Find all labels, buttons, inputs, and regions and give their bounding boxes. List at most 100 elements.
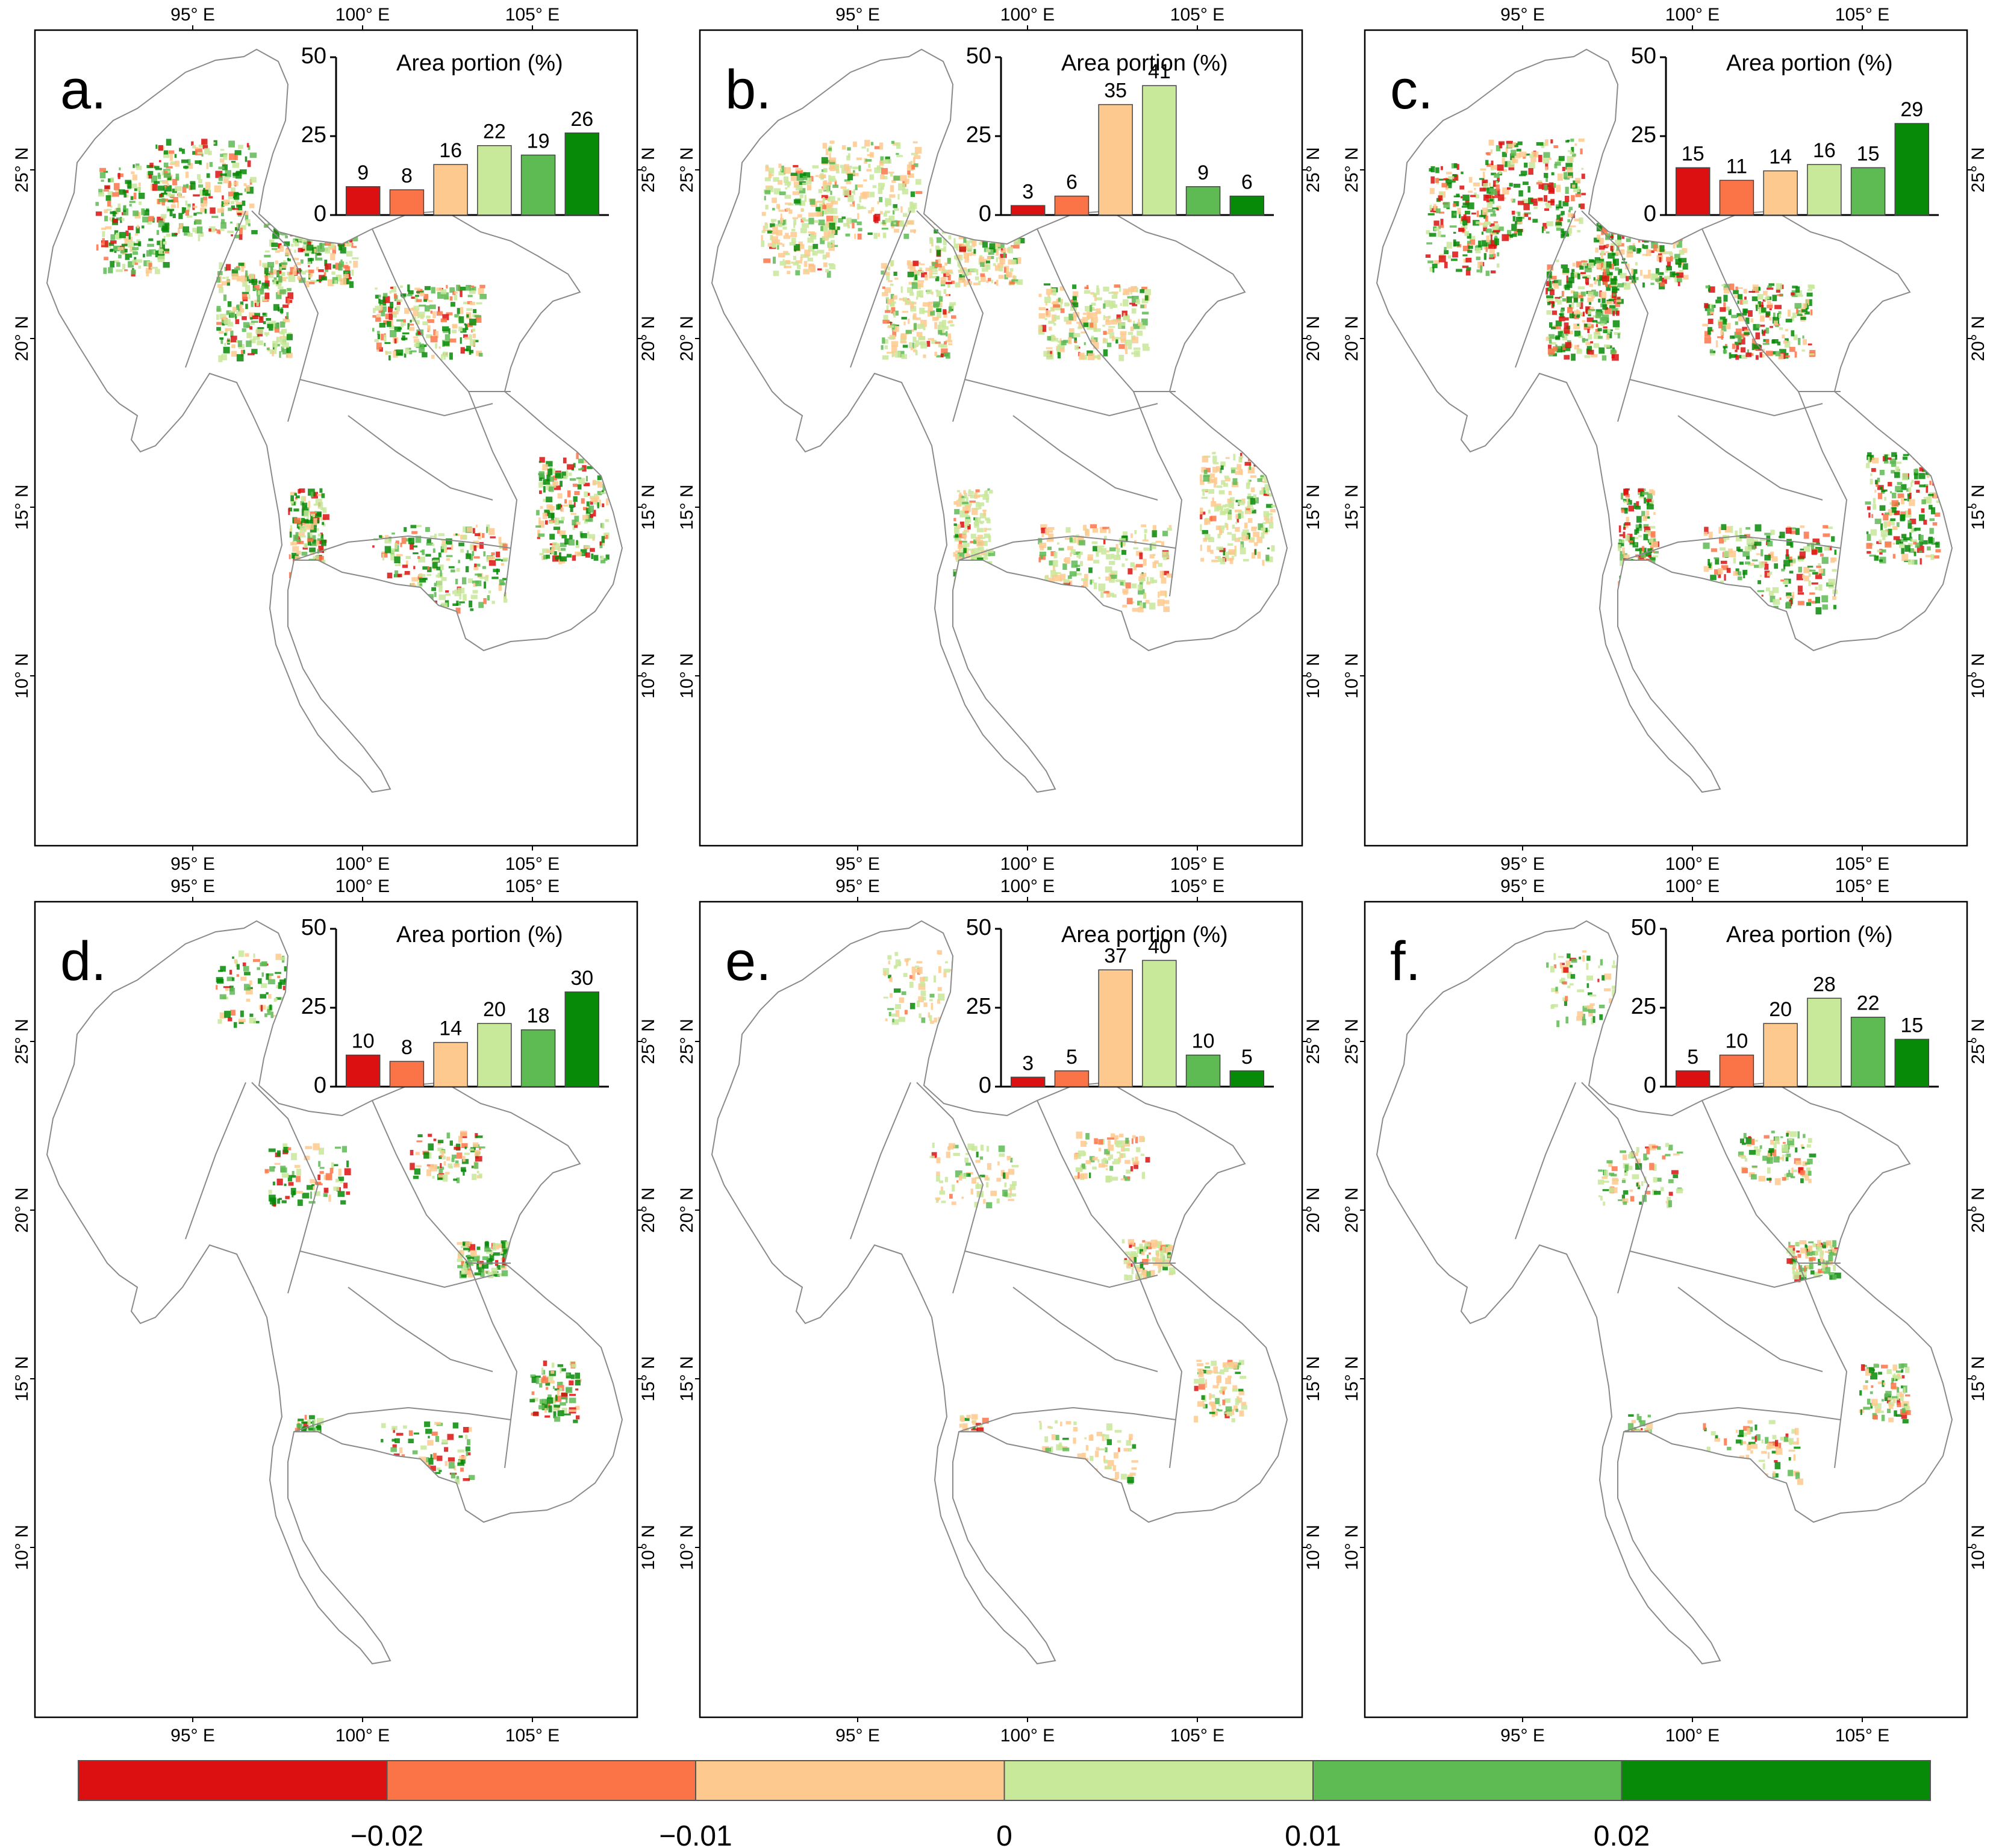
bar-value-label: 5: [1687, 1046, 1698, 1069]
y-tick-label: 0: [314, 1073, 326, 1098]
bar: [564, 133, 600, 216]
lon-tick-label-top: 100° E: [1665, 5, 1720, 25]
country-border: [293, 1406, 511, 1432]
country-border: [1629, 1250, 1823, 1288]
y-tick-label: 25: [301, 994, 326, 1019]
bar-value-label: 28: [1813, 973, 1836, 996]
bar: [1719, 1054, 1754, 1087]
bar-value-label: 15: [1900, 1014, 1923, 1037]
bar: [1098, 969, 1133, 1087]
lon-tick-label-top: 100° E: [335, 876, 390, 896]
colorbar: −0.02 −0.01 0 0.01 0.02: [78, 1760, 1931, 1848]
lat-tick-label-right: 10° N: [1968, 653, 1988, 698]
coastline: [1376, 920, 1953, 1665]
country-border: [185, 1082, 246, 1240]
bar-value-label: 19: [527, 130, 550, 152]
lon-tick-label-bottom: 100° E: [335, 854, 390, 874]
country-border: [1012, 415, 1158, 501]
lat-tick-label-right: 25° N: [638, 147, 658, 192]
lon-tick-label-top: 100° E: [335, 5, 390, 25]
y-tick-label: 0: [314, 201, 326, 226]
lon-tick-label-top: 105° E: [1835, 876, 1889, 896]
lat-tick-label-left: 10° N: [677, 1525, 697, 1570]
panel-frame: [34, 29, 638, 847]
lon-tick-label-top: 95° E: [835, 876, 880, 896]
bar-value-label: 10: [1726, 1030, 1748, 1053]
bar: [1054, 1070, 1090, 1087]
area-portion-inset: Area portion (%) 0 25 50 3 5 37 40 10 5: [966, 915, 1274, 1098]
lat-tick-label-right: 15° N: [1968, 484, 1988, 529]
panel-frame: [699, 901, 1303, 1718]
lat-tick-label-right: 15° N: [1968, 1356, 1988, 1401]
inset-title: Area portion (%): [396, 922, 563, 947]
lat-tick-label-left: 15° N: [677, 484, 697, 529]
bar: [345, 1054, 381, 1087]
lat-tick-label-right: 25° N: [1303, 147, 1323, 192]
bar-value-label: 37: [1104, 944, 1127, 967]
country-border: [299, 379, 493, 417]
lon-tick-label-bottom: 105° E: [505, 854, 560, 874]
map-panel: 95° E 95° E 100° E 100° E 105° E 105° E 25° N 2…: [1342, 5, 1988, 874]
bar-value-label: 5: [1066, 1046, 1078, 1069]
inset-title: Area portion (%): [1726, 51, 1893, 76]
country-border: [293, 535, 511, 561]
country-border: [1701, 1100, 1841, 1264]
country-border: [1581, 210, 1649, 422]
lon-tick-label-top: 105° E: [1170, 876, 1224, 896]
bar-value-label: 29: [1900, 98, 1923, 121]
lon-tick-label-bottom: 95° E: [1500, 854, 1545, 874]
lat-tick-label-left: 25° N: [12, 147, 32, 192]
country-border: [1515, 210, 1576, 368]
lat-tick-label-left: 20° N: [12, 1187, 32, 1232]
country-border: [251, 1082, 319, 1294]
country-border: [185, 210, 246, 368]
country-border: [468, 1263, 518, 1469]
country-border: [1701, 228, 1841, 392]
bar: [477, 1023, 512, 1087]
forest-change-raster: [761, 140, 1278, 614]
lat-tick-label-right: 15° N: [638, 1356, 658, 1401]
bar-value-label: 6: [1241, 171, 1253, 194]
lat-tick-label-left: 10° N: [1342, 653, 1362, 698]
lon-tick-label-top: 100° E: [1000, 5, 1055, 25]
lat-tick-label-right: 10° N: [638, 1525, 658, 1570]
lon-tick-label-top: 105° E: [505, 876, 560, 896]
country-border: [348, 1287, 493, 1372]
coastline: [46, 920, 623, 1665]
bar: [477, 145, 512, 216]
lon-tick-label-bottom: 95° E: [1500, 1726, 1545, 1746]
bar: [1142, 85, 1177, 216]
bar-value-label: 9: [1197, 161, 1209, 184]
y-tick-label: 50: [301, 43, 326, 69]
y-tick-label: 25: [1631, 994, 1656, 1019]
lon-tick-label-bottom: 105° E: [1835, 854, 1889, 874]
bar-value-label: 6: [1066, 171, 1078, 194]
bar: [1229, 195, 1265, 216]
bar-value-label: 30: [570, 967, 593, 990]
colorbar-tick-label: 0.01: [1285, 1820, 1341, 1848]
lat-tick-label-right: 25° N: [1968, 147, 1988, 192]
bar-value-label: 40: [1148, 935, 1171, 958]
lat-tick-label-left: 25° N: [1342, 1019, 1362, 1064]
y-tick-label: 50: [301, 915, 326, 940]
lon-tick-label-top: 100° E: [1665, 876, 1720, 896]
panel-letter: f.: [1390, 931, 1421, 992]
country-border: [964, 1250, 1158, 1288]
lon-tick-label-top: 95° E: [170, 5, 215, 25]
country-border: [1623, 535, 1841, 561]
lat-tick-label-right: 20° N: [1968, 1187, 1988, 1232]
panel-frame: [1364, 29, 1968, 847]
area-portion-inset: Area portion (%) 0 25 50 9 8 16 22 19 26: [301, 43, 609, 226]
lat-tick-label-left: 20° N: [1342, 1187, 1362, 1232]
lon-tick-label-bottom: 95° E: [835, 1726, 880, 1746]
inset-title: Area portion (%): [1726, 922, 1893, 947]
country-border: [958, 535, 1176, 561]
lat-tick-label-right: 10° N: [638, 653, 658, 698]
bar-value-label: 16: [1813, 139, 1836, 162]
country-border: [299, 1250, 493, 1288]
bar: [389, 1061, 425, 1087]
lon-tick-label-top: 95° E: [1500, 5, 1545, 25]
colorbar-segment: [78, 1760, 388, 1801]
lon-tick-label-bottom: 95° E: [835, 854, 880, 874]
bar-value-label: 16: [439, 139, 462, 162]
